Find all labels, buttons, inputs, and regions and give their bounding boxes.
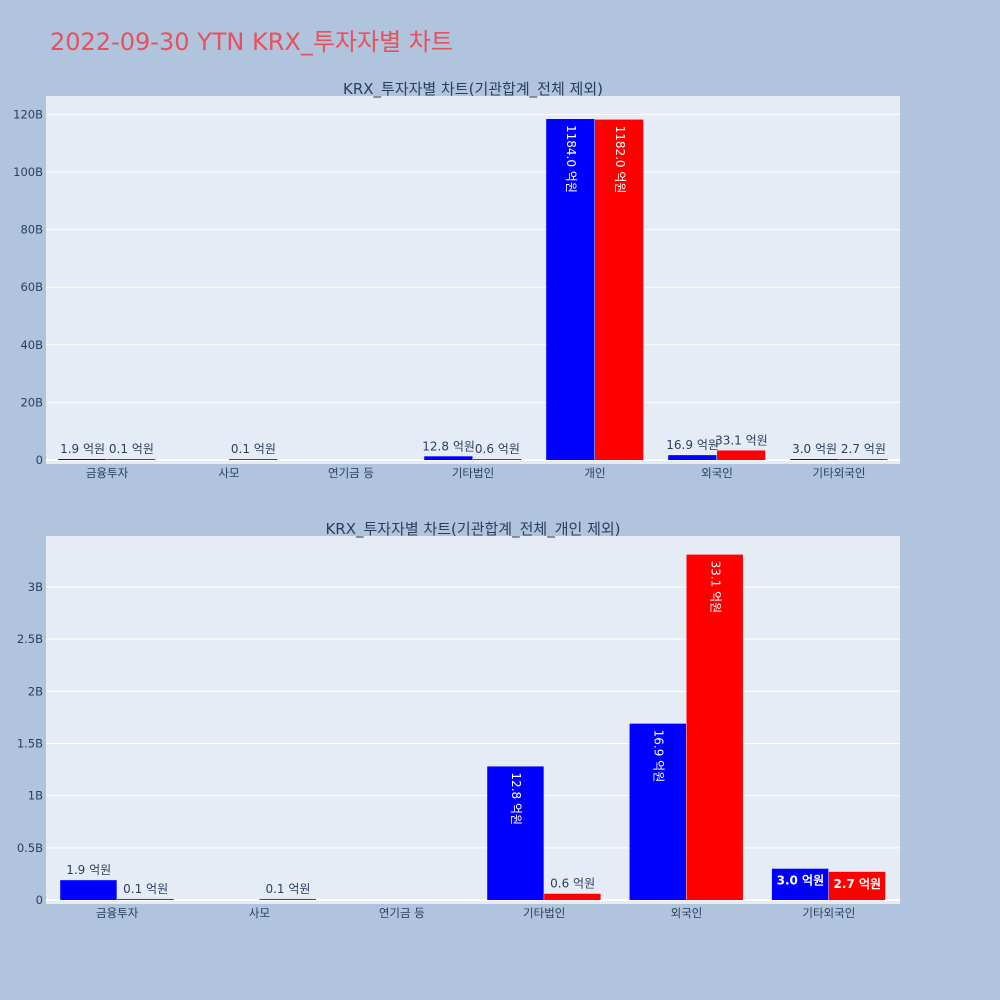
bar	[546, 119, 595, 461]
x-tick-label: 외국인	[671, 906, 703, 920]
bar	[668, 455, 717, 460]
data-label: 0.6 억원	[550, 877, 595, 891]
y-tick-label: 1.5B	[17, 736, 43, 750]
data-label: 33.1 억원	[715, 433, 768, 447]
data-label: 3.0 억원	[792, 442, 837, 456]
bar	[595, 119, 644, 461]
x-tick-label: 개인	[584, 466, 605, 480]
x-tick-label: 연기금 등	[379, 906, 425, 920]
chart-title: KRX_투자자별 차트(기관합계_전체 제외)	[343, 80, 603, 99]
data-label: 16.9 억원	[652, 730, 666, 783]
y-tick-label: 2.5B	[17, 632, 43, 646]
bar	[117, 898, 174, 900]
bar	[229, 459, 278, 460]
bar	[717, 450, 766, 460]
page-title: 2022-09-30 YTN KRX_투자자별 차트	[50, 28, 453, 56]
y-tick-label: 0	[36, 453, 43, 467]
bar	[544, 893, 601, 900]
bar	[790, 459, 839, 460]
x-tick-label: 외국인	[701, 466, 733, 480]
y-tick-label: 120B	[13, 107, 43, 121]
y-tick-label: 3B	[28, 580, 43, 594]
x-tick-label: 기타외국인	[813, 466, 866, 480]
x-tick-label: 금융투자	[96, 906, 139, 920]
y-tick-label: 0	[36, 893, 43, 907]
bar	[259, 898, 316, 900]
data-label: 2.7 억원	[841, 442, 886, 456]
x-tick-label: 기타외국인	[802, 906, 855, 920]
data-label: 0.1 억원	[109, 442, 154, 456]
bar	[424, 456, 473, 460]
data-label: 16.9 억원	[666, 438, 719, 452]
data-label: 0.1 억원	[123, 882, 168, 896]
bar	[771, 868, 829, 900]
data-label: 1.9 억원	[60, 442, 105, 456]
y-tick-label: 1B	[28, 789, 43, 803]
data-label: 3.0 억원	[777, 874, 825, 888]
chart-1: 0 20B 40B 60B 80B 100B 120B KRX_투자자별 차트(기관합계_전체…	[13, 80, 900, 480]
data-label: 1182.0 억원	[613, 126, 627, 194]
data-label: 0.1 억원	[265, 882, 310, 896]
y-tick-label: 100B	[13, 165, 43, 179]
bar	[473, 459, 522, 460]
y-tick-label: 0.5B	[17, 841, 43, 855]
data-label: 0.6 억원	[475, 442, 520, 456]
data-label: 1184.0 억원	[564, 125, 578, 193]
x-tick-label: 금융투자	[86, 466, 129, 480]
bar	[60, 880, 117, 900]
bar	[629, 723, 686, 900]
data-label: 2.7 억원	[834, 877, 882, 891]
x-tick-label: 기타법인	[523, 906, 565, 920]
chart-title: KRX_투자자별 차트(기관합계_전체_개인 제외)	[325, 520, 620, 539]
x-tick-label: 사모	[249, 906, 270, 920]
plot-area	[46, 536, 900, 904]
x-tick-label: 연기금 등	[328, 466, 374, 480]
bar	[487, 766, 544, 900]
chart-2: 0 0.5B 1B 1.5B 2B 2.5B 3B KRX_투자자별 차트(기관합계_전체_개…	[17, 520, 900, 920]
bar	[686, 554, 743, 900]
y-tick-label: 20B	[20, 395, 43, 409]
x-tick-label: 사모	[218, 466, 239, 480]
y-tick-label: 60B	[20, 280, 43, 294]
data-label: 1.9 억원	[66, 863, 111, 877]
y-tick-label: 80B	[20, 223, 43, 237]
data-label: 0.1 억원	[231, 442, 276, 456]
bar	[107, 459, 156, 460]
y-tick-label: 2B	[28, 684, 43, 698]
bar	[58, 459, 107, 460]
y-tick-label: 40B	[20, 338, 43, 352]
plot-area	[46, 96, 900, 464]
x-tick-label: 기타법인	[452, 466, 494, 480]
data-label: 12.8 억원	[422, 439, 475, 453]
data-label: 12.8 억원	[509, 772, 523, 825]
bar	[839, 459, 888, 460]
data-label: 33.1 억원	[708, 561, 722, 614]
bar	[828, 871, 886, 900]
